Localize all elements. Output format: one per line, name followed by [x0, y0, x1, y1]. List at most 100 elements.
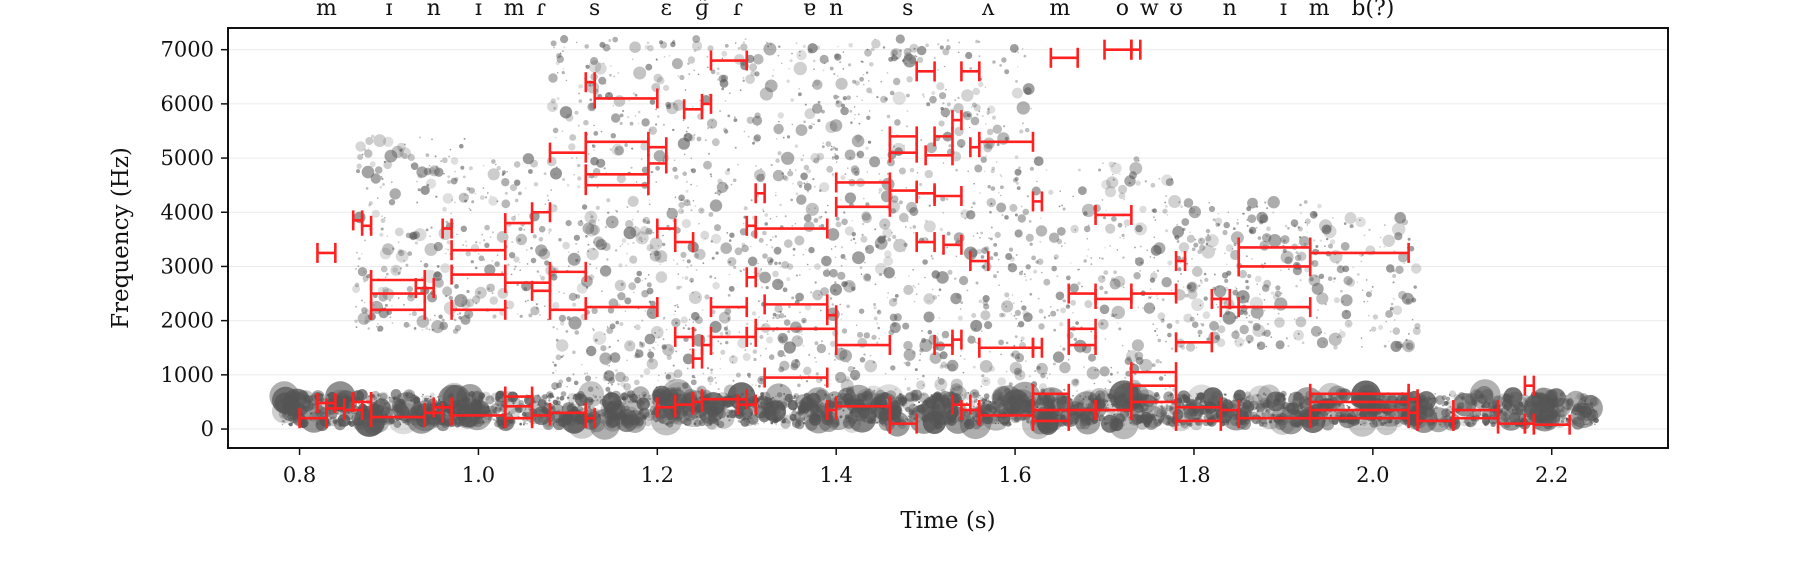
- data-point: [403, 304, 405, 306]
- data-point: [364, 149, 372, 157]
- data-point: [434, 278, 444, 288]
- data-point: [1385, 415, 1387, 417]
- data-point: [372, 210, 380, 218]
- data-point: [1242, 398, 1244, 400]
- data-point: [355, 268, 357, 270]
- data-point: [1444, 401, 1449, 406]
- data-point: [305, 395, 313, 403]
- data-point: [571, 402, 574, 405]
- data-point: [1590, 402, 1593, 405]
- data-point: [437, 265, 440, 268]
- data-point: [368, 204, 371, 207]
- data-point: [783, 393, 785, 395]
- data-point: [461, 315, 471, 325]
- data-point: [449, 296, 453, 300]
- data-point: [373, 134, 386, 147]
- data-point: [979, 395, 981, 397]
- data-point: [327, 394, 330, 397]
- data-point: [578, 404, 581, 407]
- data-point: [482, 421, 484, 423]
- data-point: [288, 423, 290, 425]
- data-point: [791, 419, 794, 422]
- data-point: [661, 413, 666, 418]
- data-point: [389, 418, 395, 424]
- data-point: [1166, 415, 1171, 420]
- data-point: [1197, 392, 1205, 400]
- data-point: [381, 411, 383, 413]
- data-point: [483, 239, 485, 241]
- data-point: [1275, 392, 1286, 403]
- data-point: [645, 412, 651, 418]
- data-point: [384, 217, 386, 219]
- data-point: [1424, 397, 1431, 404]
- data-point: [405, 264, 408, 267]
- data-point: [356, 169, 360, 173]
- data-point: [454, 319, 457, 322]
- data-point: [407, 294, 415, 302]
- data-point: [1299, 403, 1303, 407]
- data-point: [848, 421, 850, 423]
- data-point: [820, 414, 823, 417]
- data-point: [1574, 423, 1576, 425]
- data-point: [560, 396, 565, 401]
- data-point: [1365, 403, 1376, 414]
- data-point: [909, 416, 912, 419]
- data-point: [872, 419, 875, 422]
- data-point: [1256, 403, 1265, 412]
- data-point: [375, 166, 383, 174]
- data-point: [637, 397, 650, 410]
- data-point: [377, 326, 383, 332]
- data-point: [463, 176, 466, 179]
- data-point: [1183, 400, 1204, 421]
- data-point: [1583, 403, 1587, 407]
- data-point: [1304, 399, 1306, 401]
- data-point: [628, 394, 631, 397]
- data-point: [1182, 394, 1187, 399]
- data-point: [550, 395, 552, 397]
- data-point: [632, 399, 636, 403]
- data-point: [481, 234, 483, 236]
- data-point: [419, 137, 421, 139]
- data-point: [454, 202, 456, 204]
- data-point: [459, 312, 461, 314]
- data-point: [1561, 420, 1564, 423]
- data-point: [763, 401, 767, 405]
- data-point: [435, 166, 438, 169]
- data-point: [1491, 422, 1496, 427]
- data-point: [1336, 415, 1338, 417]
- data-point: [425, 243, 438, 256]
- data-point: [453, 329, 458, 334]
- data-point: [1210, 405, 1212, 407]
- data-point: [391, 389, 402, 400]
- data-point: [471, 396, 473, 398]
- data-point: [759, 396, 764, 401]
- data-point: [285, 419, 287, 421]
- data-point: [1274, 416, 1282, 424]
- data-point: [776, 400, 783, 407]
- data-point: [424, 398, 428, 402]
- data-point: [431, 139, 433, 141]
- data-point: [1560, 398, 1562, 400]
- data-point: [516, 393, 518, 395]
- data-point: [1301, 408, 1326, 433]
- data-point: [429, 165, 440, 176]
- data-point: [933, 414, 935, 416]
- data-point: [356, 326, 358, 328]
- data-point: [631, 417, 634, 420]
- data-point: [669, 400, 671, 402]
- data-point: [394, 401, 397, 404]
- data-point: [442, 286, 452, 296]
- data-point: [480, 406, 483, 409]
- data-point: [1012, 418, 1014, 420]
- data-point: [518, 192, 522, 196]
- data-point: [282, 415, 284, 417]
- data-point: [537, 394, 539, 396]
- data-point: [541, 408, 545, 412]
- data-point: [1503, 418, 1505, 420]
- data-point: [358, 257, 361, 260]
- data-point: [1154, 392, 1159, 397]
- data-point: [1422, 404, 1435, 417]
- data-point: [1272, 414, 1275, 417]
- data-point: [498, 419, 500, 421]
- data-point: [437, 396, 439, 398]
